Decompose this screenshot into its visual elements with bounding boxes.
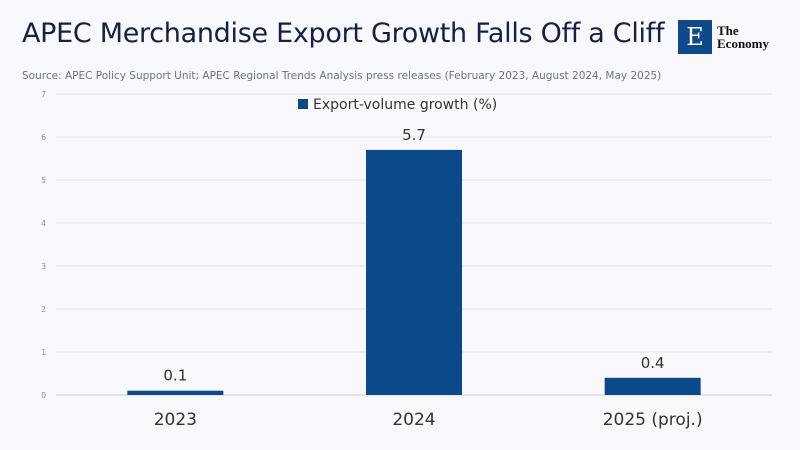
legend-swatch xyxy=(298,99,308,109)
data-label: 0.4 xyxy=(641,354,665,372)
the-economy-logo: E The Economy xyxy=(678,20,769,54)
bar xyxy=(366,149,462,395)
bar xyxy=(127,390,224,395)
y-tick-label: 5 xyxy=(41,176,46,185)
logo-line1: The xyxy=(717,23,739,38)
data-label: 5.7 xyxy=(402,126,426,144)
legend-label: Export-volume growth (%) xyxy=(313,97,497,113)
logo-mark: E xyxy=(678,20,712,54)
y-tick-label: 6 xyxy=(41,133,46,142)
y-tick-label: 3 xyxy=(41,262,46,271)
y-tick-label: 7 xyxy=(41,90,46,99)
bar xyxy=(604,377,701,395)
y-tick-label: 1 xyxy=(41,348,46,357)
y-tick-label: 0 xyxy=(41,391,46,400)
logo-line2: Economy xyxy=(717,36,769,51)
chart-title: APEC Merchandise Export Growth Falls Off… xyxy=(22,18,665,49)
x-tick-label: 2025 (proj.) xyxy=(603,410,703,430)
y-tick-label: 4 xyxy=(41,219,46,228)
x-tick-label: 2024 xyxy=(392,410,435,430)
source-note: Source: APEC Policy Support Unit; APEC R… xyxy=(22,70,662,82)
x-tick-label: 2023 xyxy=(154,410,197,430)
data-label: 0.1 xyxy=(163,367,187,385)
y-tick-label: 2 xyxy=(41,305,46,314)
